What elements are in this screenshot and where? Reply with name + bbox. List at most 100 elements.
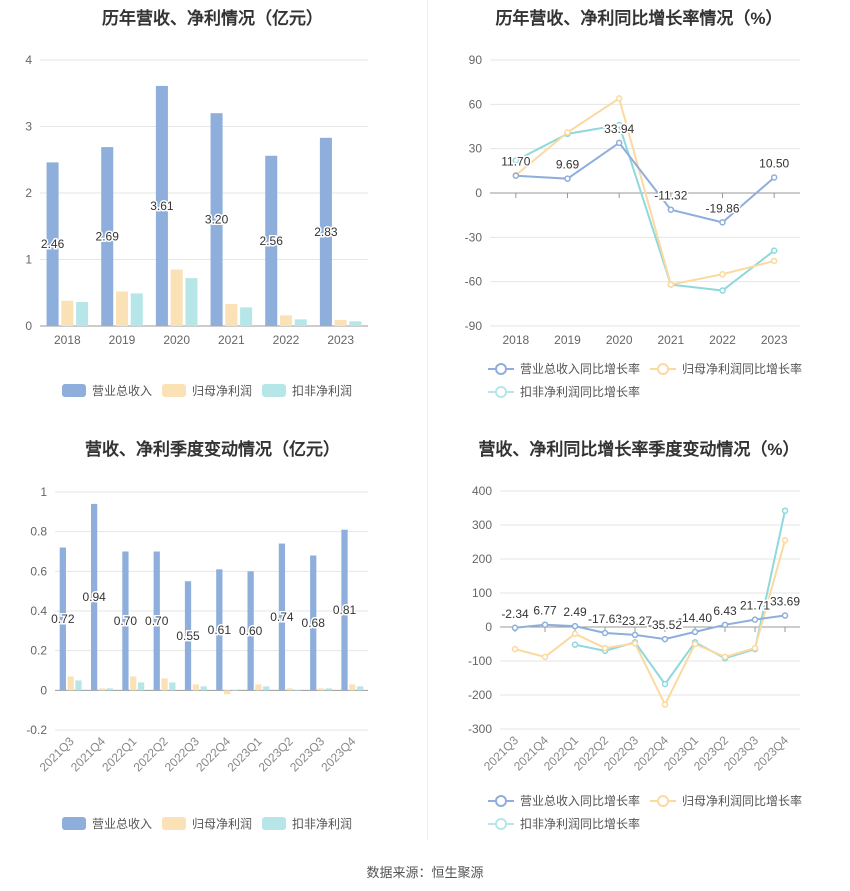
bar-revenue — [247, 571, 254, 691]
line-data-label: -23.27 — [618, 614, 652, 628]
bar-revenue — [46, 162, 59, 326]
data-point — [601, 629, 609, 637]
legend-item-revenue-growth[interactable]: 营业总收入同比增长率 — [488, 792, 640, 809]
data-point — [667, 281, 675, 288]
data-point — [564, 175, 571, 182]
series-line-revenue — [514, 614, 786, 641]
y-tick-label: 2 — [25, 186, 32, 200]
legend-line-icon — [650, 794, 676, 807]
data-point — [631, 631, 639, 639]
bar-data-label: 0.81 — [333, 603, 357, 617]
bar-deducted-profit — [294, 690, 301, 691]
bar-revenue — [101, 147, 114, 326]
data-point — [541, 621, 549, 628]
bar-parent-profit — [225, 304, 238, 326]
bar-deducted-profit — [325, 688, 333, 691]
x-tick-label: 2020 — [163, 333, 190, 347]
legend-item-deducted-profit[interactable]: 扣非净利润 — [262, 815, 352, 832]
bar-revenue — [153, 551, 160, 691]
legend-item-parent-profit[interactable]: 归母净利润 — [162, 382, 252, 399]
bar-parent-profit — [61, 300, 74, 326]
annual-growth-panel: 历年营收、净利同比增长率情况（%） 90 60 30 0 -30 -60 -90 2018 20… — [428, 0, 850, 410]
bar-deducted-profit — [137, 682, 145, 691]
line-data-label: 33.69 — [770, 595, 800, 609]
bar-parent-profit — [349, 684, 356, 691]
legend-item-parent-growth[interactable]: 归母净利润同比增长率 — [650, 360, 802, 377]
line-data-label: 6.77 — [533, 604, 557, 618]
bar-data-label: 0.70 — [145, 614, 169, 628]
bar-data-label: 2.83 — [314, 225, 338, 239]
annual-amount-panel: 历年营收、净利情况（亿元） 0 1 2 3 4 2018 2019 2020 2021 2022 2… — [0, 0, 425, 410]
bar-deducted-profit — [106, 688, 113, 691]
quarterly-amount-panel: 营收、净利季度变动情况（亿元） 1 0.8 0.6 0.4 0.2 0 -0.2 2021Q3… — [0, 420, 425, 840]
y-tick-label: -100 — [468, 654, 492, 668]
bar-parent-profit — [115, 291, 129, 326]
data-point — [751, 644, 759, 652]
bar-revenue — [278, 543, 286, 691]
y-tick-label: 90 — [469, 53, 483, 67]
y-tick-label: 300 — [472, 518, 492, 532]
data-source: 数据来源：恒生聚源 — [366, 865, 484, 880]
legend-item-deducted-growth[interactable]: 扣非净利润同比增长率 — [488, 815, 640, 832]
bar-deducted-profit — [185, 278, 198, 326]
chart-title: 历年营收、净利同比增长率情况（%） — [495, 9, 783, 28]
bar-parent-profit — [161, 678, 168, 691]
data-point — [770, 174, 778, 181]
bar-deducted-profit — [294, 319, 307, 326]
legend-item-deducted-profit[interactable]: 扣非净利润 — [262, 382, 352, 399]
annual-amount-chart: 0 1 2 3 4 2018 2019 2020 2021 2022 2023 2.46 2.69 3.6… — [25, 53, 368, 347]
chart-title: 历年营收、净利情况（亿元） — [102, 9, 323, 28]
data-point — [721, 621, 729, 629]
legend-item-revenue-growth[interactable]: 营业总收入同比增长率 — [488, 360, 640, 377]
bar-data-label: 3.61 — [150, 199, 174, 213]
data-point — [781, 612, 789, 619]
data-point — [615, 95, 623, 102]
data-point — [571, 622, 579, 630]
legend-line-icon — [488, 794, 514, 807]
data-point — [691, 628, 699, 636]
y-tick-label: 0.4 — [30, 604, 47, 618]
data-point — [721, 653, 729, 661]
y-tick-label: 60 — [469, 97, 483, 111]
bar-parent-profit — [224, 690, 231, 695]
line-data-label: -19.86 — [705, 201, 739, 215]
bar-data-label: 2.56 — [260, 234, 284, 248]
x-tick-label: 2022 — [273, 333, 300, 347]
x-tick-label: 2021 — [657, 333, 684, 347]
series-line-parent — [515, 96, 775, 286]
legend-item-deducted-growth[interactable]: 扣非净利润同比增长率 — [488, 383, 640, 400]
data-point — [615, 121, 623, 129]
legend-swatch — [162, 384, 186, 397]
bar-revenue — [155, 85, 168, 326]
legend-line-icon — [488, 817, 514, 830]
line-data-label: -17.63 — [588, 612, 622, 626]
bar-revenue — [265, 155, 278, 326]
bar-data-label: 0.61 — [208, 623, 232, 637]
x-tick-label: 2018 — [54, 333, 81, 347]
bar-parent-profit — [255, 684, 262, 691]
bar-deducted-profit — [240, 307, 253, 326]
y-tick-label: 30 — [469, 142, 483, 156]
x-tick-label: 2020 — [606, 333, 633, 347]
line-data-label: 10.50 — [759, 156, 789, 170]
y-tick-label: -90 — [465, 319, 483, 333]
bar-revenue — [341, 529, 348, 691]
line-data-label: -2.34 — [501, 607, 529, 621]
bar-parent-profit — [170, 269, 183, 326]
legend-item-parent-growth[interactable]: 归母净利润同比增长率 — [650, 792, 802, 809]
legend-item-parent-profit[interactable]: 归母净利润 — [162, 815, 252, 832]
bar-data-label: 2.69 — [96, 230, 120, 244]
y-tick-label: 200 — [472, 552, 492, 566]
bar-deducted-profit — [169, 682, 176, 691]
y-tick-label: 4 — [25, 53, 32, 67]
line-data-label: 6.43 — [713, 604, 737, 618]
series-line-deducted — [574, 510, 786, 686]
chart-title: 营收、净利同比增长率季度变动情况（%） — [478, 440, 800, 459]
annual-growth-chart: 90 60 30 0 -30 -60 -90 2018 2019 2020 2021 2022 2023… — [465, 53, 800, 347]
legend-item-revenue[interactable]: 营业总收入 — [62, 382, 152, 399]
bar-deducted-profit — [75, 680, 82, 691]
line-data-label: -14.40 — [678, 611, 712, 625]
y-tick-label: -0.2 — [26, 723, 47, 737]
data-point — [511, 645, 519, 653]
legend-item-revenue[interactable]: 营业总收入 — [62, 815, 152, 832]
